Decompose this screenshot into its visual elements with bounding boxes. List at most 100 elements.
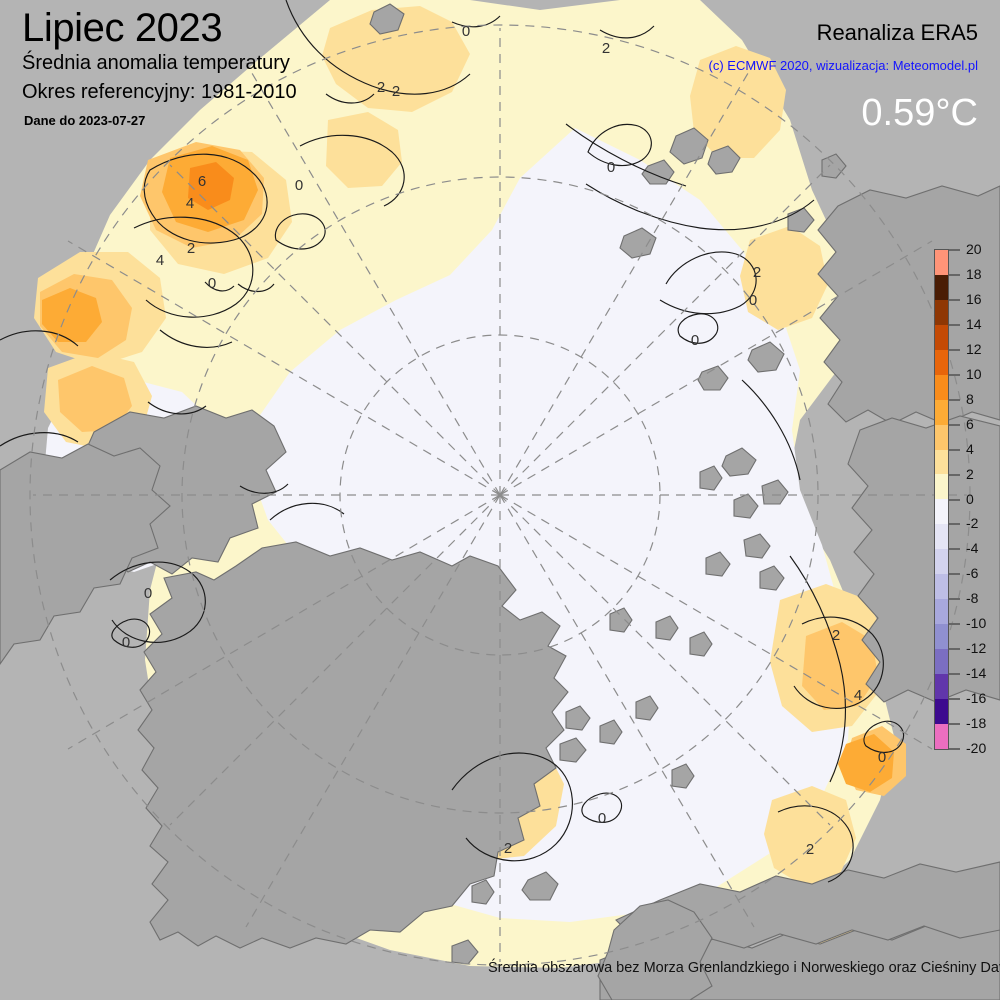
colorbar-tick-mark bbox=[949, 298, 960, 301]
colorbar-tick-mark bbox=[949, 373, 960, 376]
land-chukotka bbox=[817, 185, 1000, 425]
contour-label: 4 bbox=[854, 687, 862, 704]
colorbar-band bbox=[935, 449, 948, 475]
contour-label: 0 bbox=[598, 810, 606, 827]
contour-label: 2 bbox=[187, 240, 195, 257]
colorbar-tick-mark bbox=[949, 673, 960, 676]
colorbar-tick-label: 0 bbox=[966, 490, 974, 507]
subtitle-metric: Średnia anomalia temperatury bbox=[22, 52, 290, 74]
contour-lines bbox=[0, 0, 905, 883]
colorbar-band bbox=[935, 649, 948, 674]
colorbar-band bbox=[935, 374, 948, 400]
colorbar-band bbox=[935, 424, 948, 450]
colorbar-band bbox=[935, 474, 948, 500]
colorbar-tick-label: 10 bbox=[966, 365, 982, 382]
map-caption: Średnia obszarowa bez Morza Grenlandzkie… bbox=[488, 960, 1000, 976]
colorbar-tick-label: -18 bbox=[966, 715, 987, 732]
colorbar-tick-mark bbox=[949, 523, 960, 526]
colorbar-tick-mark bbox=[949, 623, 960, 626]
colorbar-tick-label: -4 bbox=[966, 540, 979, 557]
colorbar-band bbox=[935, 599, 948, 625]
colorbar-tick-mark bbox=[949, 698, 960, 701]
contour-label: 0 bbox=[691, 332, 699, 349]
land-mask bbox=[0, 3, 1000, 1000]
colorbar-ticks: 20 18 16 14 12 10 8 6 4 2 0 -2 -4 -6 -8 -10 -12 -14 -16 -18… bbox=[934, 241, 996, 756]
contour-label: 2 bbox=[832, 627, 840, 644]
colorbar-tick-mark bbox=[949, 323, 960, 326]
colorbar-band bbox=[935, 274, 948, 300]
land-scandinavia bbox=[597, 899, 713, 1000]
colorbar-tick-mark bbox=[949, 573, 960, 576]
colorbar-band bbox=[935, 524, 948, 550]
colorbar-tick-label: 8 bbox=[966, 390, 974, 407]
colorbar-band bbox=[935, 574, 948, 600]
colorbar-tick-label: -2 bbox=[966, 515, 979, 532]
area-mean-value: 0.59°C bbox=[861, 92, 978, 134]
colorbar-band bbox=[935, 723, 948, 749]
land-siberia-east bbox=[847, 415, 1000, 703]
colorbar-tick-mark bbox=[949, 598, 960, 601]
colorbar-tick-label: -16 bbox=[966, 690, 987, 707]
colorbar-tick-mark bbox=[949, 448, 960, 451]
colorbar-tick-mark bbox=[949, 249, 960, 251]
colorbar-tick-mark bbox=[949, 398, 960, 401]
contour-label: 0 bbox=[144, 585, 152, 602]
colorbar-tick-label: 14 bbox=[966, 315, 982, 332]
contour-label: 2 bbox=[504, 840, 512, 857]
colorbar-band bbox=[935, 399, 948, 425]
colorbar-tick-label: 20 bbox=[966, 241, 982, 257]
contour-label: 4 bbox=[186, 195, 194, 212]
contour-label: 0 bbox=[462, 23, 470, 40]
colorbar-tick-label: -12 bbox=[966, 640, 987, 657]
colorbar-tick-label: 12 bbox=[966, 340, 982, 357]
colorbar bbox=[934, 249, 949, 750]
colorbar-band bbox=[935, 624, 948, 649]
colorbar-tick-mark bbox=[949, 348, 960, 351]
colorbar-band bbox=[935, 250, 948, 275]
contour-label: 2 bbox=[753, 264, 761, 281]
contour-label: 4 bbox=[156, 252, 164, 269]
graticule bbox=[29, 24, 971, 966]
contour-label: 0 bbox=[607, 159, 615, 176]
colorbar-tick-label: -20 bbox=[966, 740, 987, 756]
subtitle-reference-period: Okres referencyjny: 1981-2010 bbox=[22, 81, 297, 103]
colorbar-band bbox=[935, 324, 948, 350]
contour-label: 0 bbox=[122, 634, 130, 651]
colorbar-tick-label: -10 bbox=[966, 615, 987, 632]
colorbar-band bbox=[935, 549, 948, 575]
colorbar-tick-label: 18 bbox=[966, 265, 982, 282]
colorbar-band bbox=[935, 349, 948, 375]
land-arctic-canada bbox=[0, 443, 171, 665]
colorbar-tick-label: 2 bbox=[966, 465, 974, 482]
colorbar-tick-mark bbox=[949, 548, 960, 551]
colorbar-tick-mark bbox=[949, 648, 960, 651]
colorbar-tick-label: -6 bbox=[966, 565, 979, 582]
contour-label: 2 bbox=[392, 83, 400, 100]
credit-link[interactable]: (c) ECMWF 2020, wizualizacja: Meteomodel… bbox=[708, 58, 978, 73]
contour-label: 2 bbox=[377, 79, 385, 96]
colorbar-tick-mark bbox=[949, 723, 960, 726]
colorbar-tick-label: 6 bbox=[966, 415, 974, 432]
page-title: Lipiec 2023 bbox=[22, 6, 223, 50]
colorbar-tick-mark bbox=[949, 748, 960, 750]
colorbar-band bbox=[935, 299, 948, 325]
colorbar-band bbox=[935, 673, 948, 699]
colorbar-tick-label: -8 bbox=[966, 590, 979, 607]
colorbar-band bbox=[935, 499, 948, 525]
contour-label: 0 bbox=[878, 749, 886, 766]
contour-label: 0 bbox=[295, 177, 303, 194]
colorbar-tick-mark bbox=[949, 273, 960, 276]
colorbar-tick-mark bbox=[949, 473, 960, 476]
land-islands-group bbox=[369, 3, 847, 965]
anomaly-band-8-10 bbox=[188, 162, 234, 210]
colorbar-tick-mark bbox=[949, 498, 960, 501]
data-cutoff-note: Dane do 2023-07-27 bbox=[24, 113, 146, 128]
colorbar-tick-label: 4 bbox=[966, 440, 974, 457]
colorbar-tick-label: -14 bbox=[966, 665, 987, 682]
contour-label: 2 bbox=[602, 40, 610, 57]
colorbar-tick-label: 16 bbox=[966, 290, 982, 307]
